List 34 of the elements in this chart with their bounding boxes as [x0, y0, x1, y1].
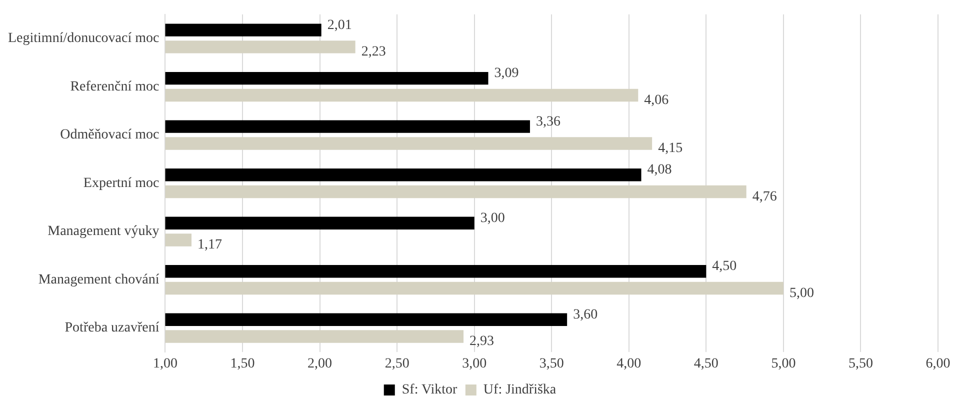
- data-label: 4,08: [647, 162, 672, 178]
- data-label: 2,01: [327, 18, 352, 33]
- x-tick-label: 4,00: [616, 356, 642, 372]
- y-tick-label: Potřeba uzavření: [64, 320, 160, 336]
- y-tick-label: Management chování: [38, 272, 160, 288]
- data-label: 3,09: [494, 66, 519, 82]
- data-label: 4,50: [712, 259, 737, 274]
- x-tick-label: 6,00: [926, 356, 950, 372]
- data-label: 5,00: [789, 286, 814, 301]
- data-label: 4,15: [658, 141, 683, 156]
- x-tick-label: 3,00: [462, 356, 487, 372]
- y-tick-label: Legitimní/donucovací moc: [8, 31, 160, 46]
- x-tick-label: 5,50: [848, 356, 873, 372]
- data-label: 2,93: [470, 334, 494, 350]
- y-tick-label: Expertní moc: [83, 176, 160, 191]
- x-tick-label: 2,00: [308, 356, 332, 372]
- x-tick-label: 1,00: [152, 356, 178, 372]
- data-label: 3,00: [480, 210, 505, 226]
- x-tick-label: 4,50: [694, 356, 718, 372]
- data-label: 4,06: [644, 92, 669, 108]
- x-tick-label: 1,50: [230, 356, 255, 372]
- x-tick-label: 3,50: [539, 356, 564, 372]
- data-label: 3,36: [536, 114, 560, 130]
- data-label: 3,60: [573, 307, 598, 322]
- x-tick-label: 2,50: [384, 356, 410, 372]
- legend-label: Uf: Jindřiška: [483, 382, 557, 398]
- y-tick-label: Odměňovací moc: [60, 128, 160, 143]
- data-label: 2,23: [361, 44, 386, 60]
- y-tick-label: Management výuky: [48, 224, 160, 240]
- data-label: 1,17: [198, 238, 222, 253]
- legend-label: Sf: Viktor: [402, 382, 458, 398]
- y-tick-label: Referenční moc: [70, 79, 160, 94]
- x-tick-label: 5,00: [771, 356, 796, 372]
- data-label: 4,76: [752, 189, 777, 204]
